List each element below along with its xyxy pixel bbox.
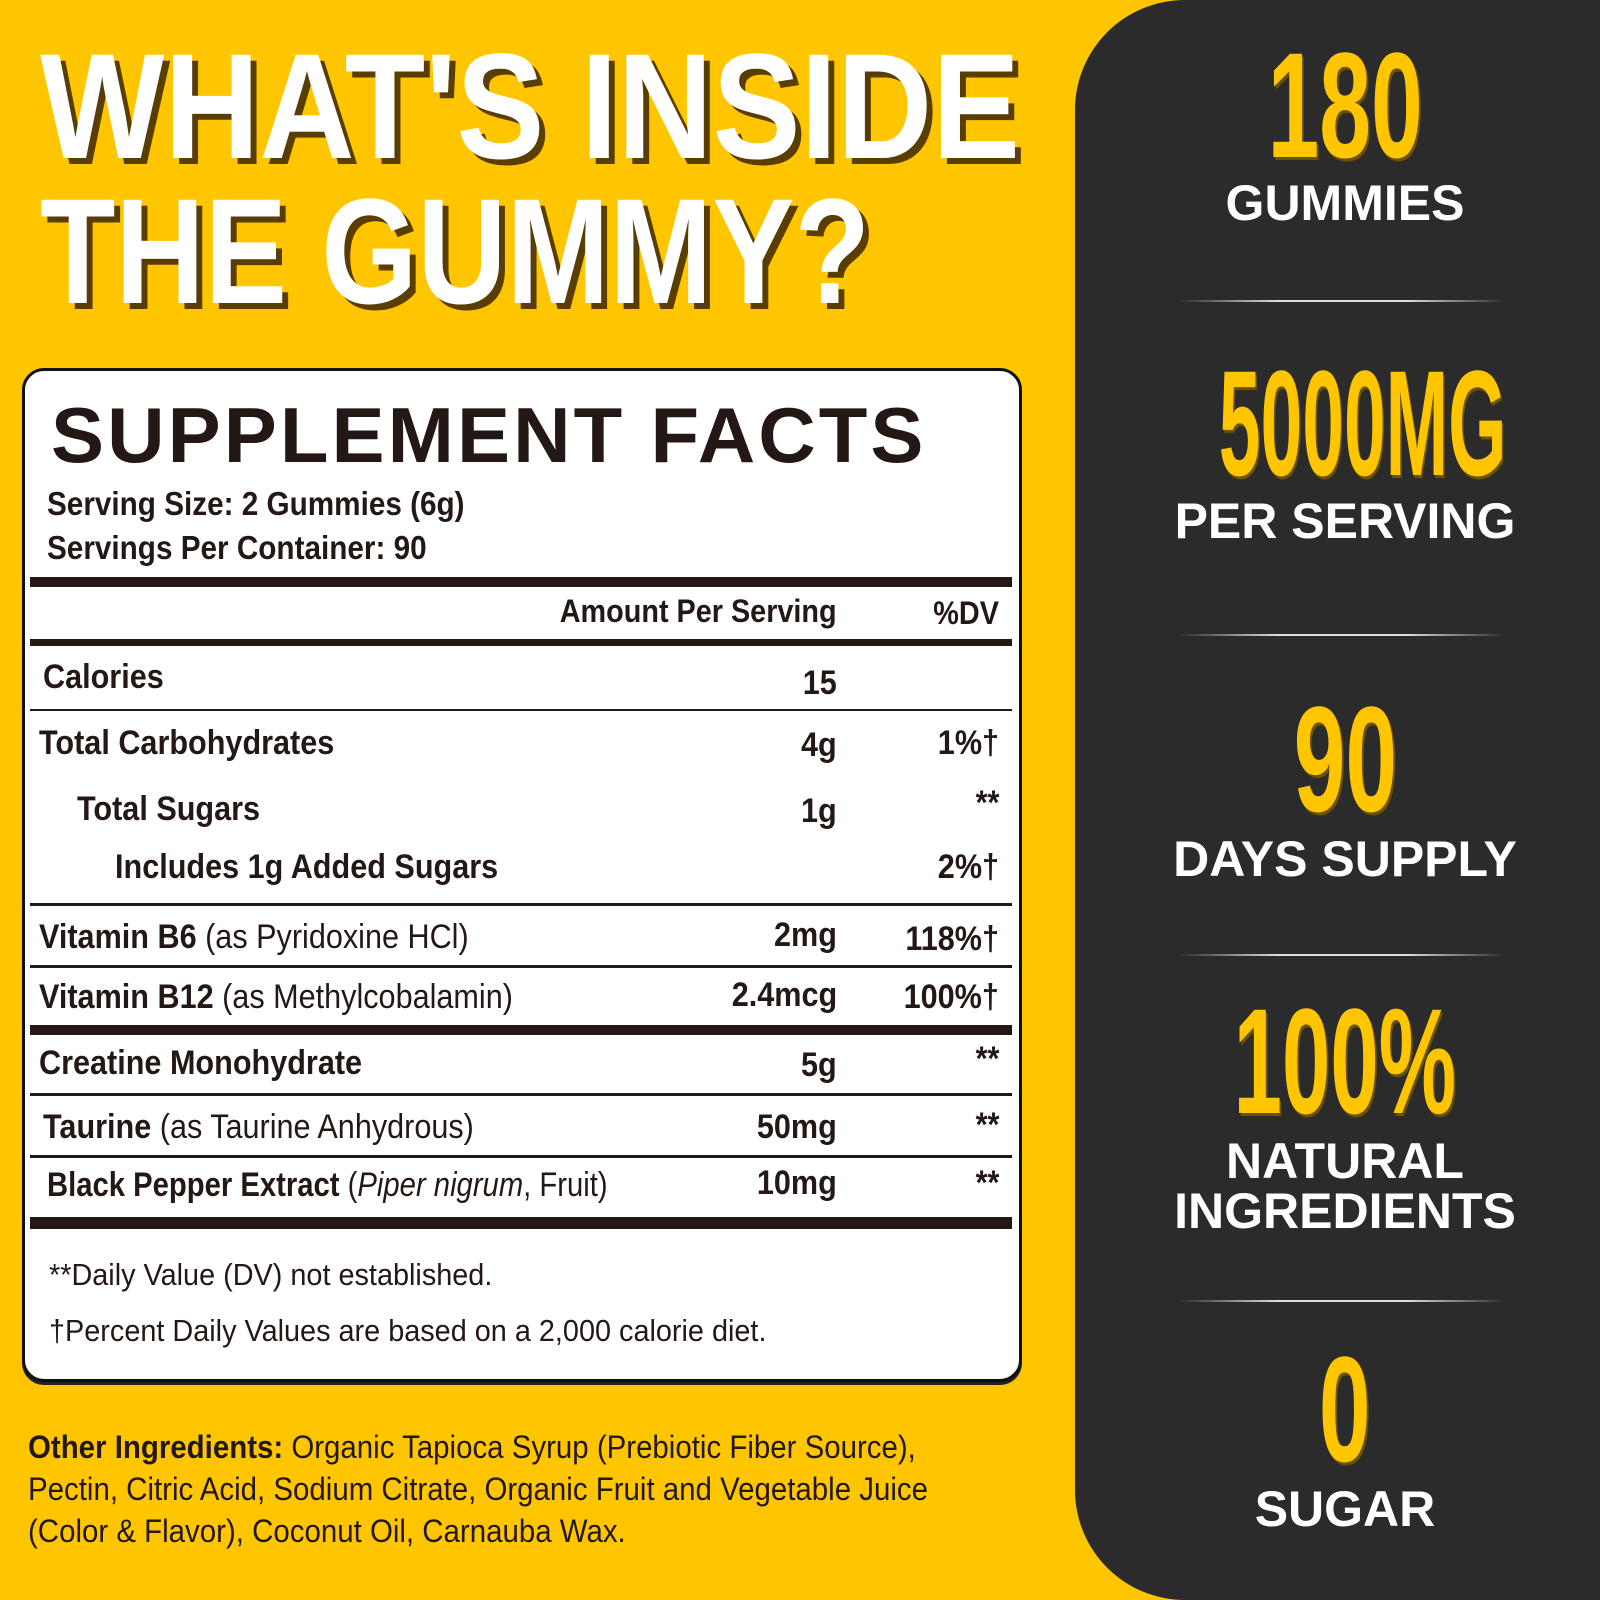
stat-value: 180 xyxy=(1267,21,1423,189)
divider xyxy=(1180,1300,1505,1302)
serving-size: Serving Size: 2 Gummies (6g) xyxy=(47,485,465,522)
row-dv: ** xyxy=(975,1040,999,1078)
row-detail: ( xyxy=(347,1166,358,1204)
stat-label: GUMMIES xyxy=(1225,175,1465,231)
other-ingredients-text: Organic Tapioca Syrup (Prebiotic Fiber S… xyxy=(28,1429,928,1549)
headline: WHAT'S INSIDE THE GUMMY? xyxy=(40,22,1020,335)
row-detail: (as Methylcobalamin) xyxy=(222,978,513,1016)
divider xyxy=(30,577,1012,587)
row-amount: 15 xyxy=(802,664,837,702)
divider xyxy=(30,1155,1012,1158)
divider xyxy=(30,709,1012,711)
row-dv: ** xyxy=(975,1106,999,1144)
row-dv: ** xyxy=(975,784,999,822)
row-name: Total Carbohydrates xyxy=(39,724,335,762)
stat-value: 0 xyxy=(1319,1325,1371,1493)
divider xyxy=(1180,300,1505,302)
row-dv: 118%† xyxy=(905,920,999,958)
row-detail: (as Taurine Anhydrous) xyxy=(159,1108,474,1146)
row-detail-italic: Piper nigrum xyxy=(357,1166,524,1204)
divider xyxy=(30,1217,1012,1229)
stat-label: SUGAR xyxy=(1254,1481,1436,1537)
stat-value: 5000MG xyxy=(1218,339,1507,507)
divider xyxy=(30,965,1012,968)
row-detail: (as Pyridoxine HCl) xyxy=(205,918,469,956)
stats-panel: 180 GUMMIES 5000MG PER SERVING 90 DAYS S… xyxy=(1075,0,1600,1600)
other-ingredients-label: Other Ingredients: xyxy=(28,1429,284,1465)
headline-line2: THE GUMMY? xyxy=(40,167,870,335)
row-name: Creatine Monohydrate xyxy=(39,1044,363,1082)
divider xyxy=(30,903,1012,906)
stat-label: DAYS SUPPLY xyxy=(1173,831,1517,887)
stat-label: PER SERVING xyxy=(1174,493,1516,549)
row-amount: 2mg xyxy=(774,916,837,954)
row-name: Black Pepper Extract xyxy=(47,1166,340,1204)
servings-per-container: Servings Per Container: 90 xyxy=(47,529,427,566)
divider xyxy=(30,1093,1012,1096)
row-detail: , Fruit) xyxy=(523,1166,608,1204)
row-dv: 100%† xyxy=(903,978,999,1016)
divider xyxy=(1180,634,1505,636)
row-name: Calories xyxy=(43,658,164,696)
row-name: Vitamin B6 xyxy=(39,918,197,956)
stat-label: NATURAL INGREDIENTS xyxy=(1174,1133,1516,1239)
row-amount: 10mg xyxy=(757,1164,837,1202)
row-name: Taurine xyxy=(43,1108,152,1146)
headline-line1: WHAT'S INSIDE xyxy=(40,22,1020,190)
stat-value: 100% xyxy=(1233,977,1457,1145)
row-amount: 1g xyxy=(801,792,837,830)
row-amount: 50mg xyxy=(757,1108,837,1146)
row-amount: 4g xyxy=(801,726,837,764)
row-dv: 1%† xyxy=(937,724,999,762)
row-amount: 2.4mcg xyxy=(731,976,837,1014)
row-amount: 5g xyxy=(801,1046,837,1084)
row-dv: ** xyxy=(975,1164,999,1202)
divider xyxy=(30,639,1012,646)
row-dv: 2%† xyxy=(937,848,999,886)
footnote-percent: †Percent Daily Values are based on a 2,0… xyxy=(49,1313,767,1348)
divider xyxy=(1180,954,1505,956)
supplement-facts-panel: SUPPLEMENT FACTS Serving Size: 2 Gummies… xyxy=(22,368,1022,1382)
stat-value: 90 xyxy=(1293,675,1397,843)
divider xyxy=(30,1025,1012,1035)
dv-header: %DV xyxy=(933,595,999,631)
amount-header: Amount Per Serving xyxy=(560,593,837,629)
row-name: Vitamin B12 xyxy=(39,978,214,1016)
other-ingredients: Other Ingredients: Organic Tapioca Syrup… xyxy=(28,1426,1003,1552)
row-name: Includes 1g Added Sugars xyxy=(115,848,499,886)
row-name: Total Sugars xyxy=(77,790,261,828)
footnote-dv: **Daily Value (DV) not established. xyxy=(49,1257,493,1292)
facts-title: SUPPLEMENT FACTS xyxy=(51,391,927,479)
